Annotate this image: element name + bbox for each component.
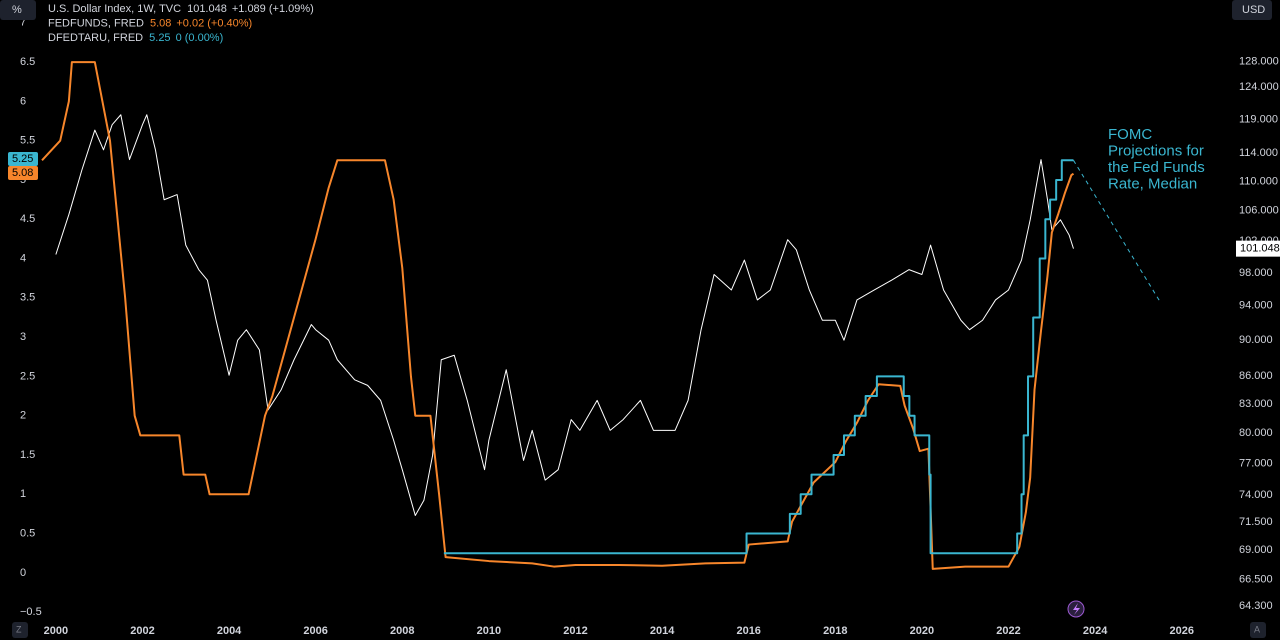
x-tick-label: 2020 xyxy=(910,625,934,637)
y-tick-label: 6.5 xyxy=(20,56,35,68)
y2-tick-label: 119.000 xyxy=(1239,113,1278,125)
y2-tick-label: 74.000 xyxy=(1239,489,1273,501)
price-badge-label: 5.25 xyxy=(12,153,33,165)
annotation-line: FOMC xyxy=(1108,126,1152,143)
x-tick-label: 2026 xyxy=(1169,625,1193,637)
x-tick-label: 2018 xyxy=(823,625,847,637)
x-tick-label: 2006 xyxy=(303,625,327,637)
currency-button[interactable]: USD xyxy=(1232,0,1272,20)
y2-tick-label: 71.500 xyxy=(1239,516,1273,528)
series-line xyxy=(443,159,1074,555)
x-tick-label: 2012 xyxy=(563,625,587,637)
y-tick-label: 2 xyxy=(20,410,26,422)
y2-tick-label: 98.000 xyxy=(1239,267,1273,279)
y-tick-label: 0.5 xyxy=(20,527,35,539)
auto-button[interactable]: A xyxy=(1250,622,1266,638)
auto-button-label[interactable]: A xyxy=(1254,624,1260,634)
series-line xyxy=(55,114,1074,516)
legend-value: 0 (0.00%) xyxy=(176,32,224,44)
y2-tick-label: 77.000 xyxy=(1239,457,1273,469)
percent-button[interactable]: % xyxy=(0,0,36,20)
legend-value: 5.08 xyxy=(150,17,171,29)
legend-name: U.S. Dollar Index, 1W, TVC xyxy=(48,3,181,15)
x-tick-label: 2016 xyxy=(736,625,760,637)
lightning-icon[interactable] xyxy=(1067,600,1085,618)
legend-value: 101.048 xyxy=(187,3,227,15)
y2-tick-label: 69.000 xyxy=(1239,544,1273,556)
y2-tick-label: 66.500 xyxy=(1239,573,1273,585)
y-tick-label: 1 xyxy=(20,488,26,500)
x-tick-label: 2010 xyxy=(477,625,501,637)
y-tick-label: 0 xyxy=(20,567,26,579)
y-tick-label: 7 xyxy=(20,17,26,29)
x-tick-label: 2000 xyxy=(44,625,68,637)
y2-tick-label: 90.000 xyxy=(1239,334,1273,346)
y-tick-label: 4 xyxy=(20,252,26,264)
annotation-line: Rate, Median xyxy=(1108,175,1197,192)
x-tick-label: 2024 xyxy=(1083,625,1108,637)
projection-line xyxy=(1073,160,1161,303)
y2-tick-label: 64.300 xyxy=(1239,600,1273,612)
plot-area: −0.500.511.522.533.544.555.566.5764.3006… xyxy=(20,17,1279,637)
price-badge xyxy=(1236,240,1280,257)
x-tick-label: 2004 xyxy=(217,625,242,637)
y-tick-label: 3 xyxy=(20,331,26,343)
zoom-button[interactable]: Z xyxy=(12,622,28,638)
y-tick-label: 2.5 xyxy=(20,370,35,382)
y-tick-label: 1.5 xyxy=(20,449,35,461)
y2-tick-label: 86.000 xyxy=(1239,370,1273,382)
y2-tick-label: 83.000 xyxy=(1239,398,1273,410)
zoom-button-label[interactable]: Z xyxy=(16,624,22,634)
x-tick-label: 2008 xyxy=(390,625,414,637)
y-tick-label: −0.5 xyxy=(20,606,42,618)
currency-button-label[interactable]: USD xyxy=(1242,4,1265,16)
x-tick-label: 2022 xyxy=(996,625,1020,637)
percent-button-label[interactable]: % xyxy=(12,4,22,16)
legend-value: 5.25 xyxy=(149,32,170,44)
legend-name: DFEDTARU, FRED xyxy=(48,32,143,44)
y2-tick-label: 106.000 xyxy=(1239,205,1279,217)
y-tick-label: 4.5 xyxy=(20,213,35,225)
price-badge xyxy=(8,166,38,180)
y2-tick-label: 80.000 xyxy=(1239,427,1273,439)
y-tick-label: 5.5 xyxy=(20,135,35,147)
price-badge xyxy=(8,152,38,166)
y2-tick-label: 110.000 xyxy=(1239,175,1278,187)
x-tick-label: 2014 xyxy=(650,625,675,637)
annotation-line: the Fed Funds xyxy=(1108,159,1205,176)
annotation-line: Projections for xyxy=(1108,142,1204,159)
legend-name: FEDFUNDS, FRED xyxy=(48,17,144,29)
y-tick-label: 3.5 xyxy=(20,292,35,304)
legend-value: +1.089 (+1.09%) xyxy=(232,3,314,15)
y2-tick-label: 128.000 xyxy=(1239,56,1279,68)
y2-tick-label: 94.000 xyxy=(1239,300,1273,312)
price-badge-label: 5.08 xyxy=(12,167,33,179)
y-tick-label: 6 xyxy=(20,95,26,107)
y2-tick-label: 124.000 xyxy=(1239,81,1279,93)
legend-value: +0.02 (+0.40%) xyxy=(176,17,252,29)
price-badge-label: 101.048 xyxy=(1240,243,1280,255)
x-tick-label: 2002 xyxy=(130,625,154,637)
series-line xyxy=(41,61,1075,570)
y2-tick-label: 114.000 xyxy=(1239,147,1278,159)
